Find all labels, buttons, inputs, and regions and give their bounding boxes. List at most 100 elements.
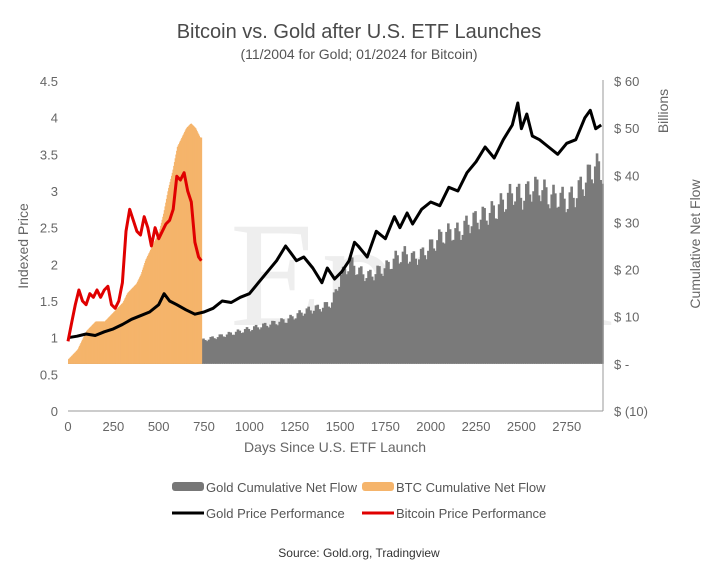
gold-flow-bar [291, 316, 294, 364]
y-right-tick-label: $ 10 [614, 310, 639, 325]
gold-flow-bar [236, 329, 240, 364]
btc-flow-bar [177, 145, 179, 364]
gold-flow-bar [258, 329, 262, 364]
btc-flow-bar [174, 158, 177, 364]
gold-flow-bar [474, 211, 477, 364]
btc-flow-bar [178, 143, 180, 364]
btc-flow-bar [199, 137, 201, 364]
gold-flow-bar [530, 201, 534, 364]
btc-flow-bar [104, 321, 106, 364]
btc-flow-bar [78, 345, 81, 364]
btc-flow-bar [157, 233, 160, 364]
btc-flow-bar [78, 347, 80, 364]
x-axis-ticks: 0 250 500 750 1000 1250 1500 1750 2000 2250 2500 27… [64, 419, 581, 434]
btc-flow-bar [198, 135, 200, 364]
btc-flow-bar [69, 357, 71, 364]
gold-flow-bar [575, 198, 579, 364]
gold-flow-bar [554, 193, 557, 364]
gold-flow-bar [515, 186, 519, 364]
gold-flow-bar [599, 179, 602, 364]
btc-flow-bar [118, 306, 121, 364]
gold-flow-bar [405, 254, 408, 364]
btc-flow-bar [200, 137, 203, 364]
btc-flow-bar [160, 222, 163, 364]
btc-flow-bar [126, 295, 128, 364]
btc-flow-bar [86, 330, 89, 364]
gold-flow-bar [332, 292, 336, 364]
btc-flow-bar [80, 342, 82, 364]
btc-flow-bar [139, 277, 141, 364]
gold-flow-bar [579, 176, 583, 364]
btc-flow-bar [134, 285, 136, 364]
btc-flow-bar [134, 285, 137, 364]
gold-flow-bar [354, 274, 358, 364]
btc-flow-bar [124, 298, 126, 364]
gold-flow-bar [514, 201, 517, 364]
btc-flow-bar [153, 242, 155, 364]
legend-label-btc-flow: BTC Cumulative Net Flow [396, 480, 546, 495]
legend-label-gold-flow: Gold Cumulative Net Flow [206, 480, 358, 495]
btc-flow-bar [190, 123, 192, 364]
btc-flow-bar [171, 175, 173, 364]
gold-flow-bar [396, 255, 399, 364]
gold-flow-bar [501, 199, 505, 364]
x-tick-label: 2250 [462, 419, 491, 434]
y-right-tick-label: $ 20 [614, 263, 639, 278]
gold-flow-bar [303, 313, 307, 364]
gold-flow-bar [213, 338, 216, 364]
btc-flow-bar [116, 308, 119, 364]
gold-flow-bar [555, 207, 559, 364]
gold-flow-bar [437, 229, 441, 364]
gold-flow-bar [318, 309, 321, 364]
gold-flow-bar [285, 322, 289, 364]
btc-flow-bar [89, 327, 91, 364]
btc-flow-bar [187, 126, 190, 364]
btc-flow-bar [172, 169, 174, 364]
gold-flow-bar [528, 194, 532, 364]
gold-flow-bar [282, 319, 285, 364]
gold-flow-bar [452, 239, 456, 364]
btc-flow-bar [136, 283, 138, 364]
gold-flow-bar [488, 212, 492, 364]
gold-flow-bar [448, 229, 452, 364]
gold-flow-bar [229, 332, 233, 364]
btc-flow-bar [76, 350, 79, 364]
btc-flow-bar [165, 202, 167, 364]
gold-flow-bar [292, 319, 296, 364]
gold-flow-bar [472, 212, 476, 364]
btc-flow-bar [85, 332, 87, 364]
gold-flow-bar [572, 197, 575, 364]
gold-flow-bar [211, 336, 214, 364]
btc-flow-bar [183, 133, 185, 364]
btc-flow-bar [77, 348, 79, 364]
gold-flow-bar [512, 204, 515, 364]
x-tick-label: 1750 [371, 419, 400, 434]
btc-flow-bar [81, 341, 83, 364]
btc-flow-bar [92, 324, 95, 364]
btc-flow-bar [107, 318, 109, 364]
btc-flow-bar [70, 356, 73, 364]
gold-flow-bar [349, 259, 352, 364]
gold-flow-bar [341, 266, 345, 364]
btc-flow-bar [110, 314, 113, 364]
gold-flow-bar [590, 179, 593, 364]
y-right-ticks: $ (10) $ - $ 10 $ 20 $ 30 $ 40 $ 50 $ 60 [614, 74, 648, 419]
x-axis-title: Days Since U.S. ETF Launch [244, 439, 426, 455]
gold-flow-bar [535, 179, 539, 364]
btc-flow-bar [120, 304, 123, 364]
gold-flow-bar [584, 182, 588, 364]
gold-flow-bar [216, 337, 220, 364]
btc-flow-bar [128, 291, 131, 364]
gold-flow-bar [378, 266, 381, 364]
btc-flow-bar [149, 251, 151, 364]
gold-flow-bar [352, 265, 356, 364]
x-tick-label: 1250 [280, 419, 309, 434]
gold-flow-bar [305, 308, 309, 364]
gold-flow-bar [262, 323, 265, 364]
gold-flow-bar [428, 239, 432, 364]
gold-flow-bar [223, 337, 227, 364]
gold-flow-bar [430, 239, 434, 364]
y-right-tick-label: $ 40 [614, 168, 639, 183]
gold-flow-bar [269, 324, 272, 364]
y-right-tick-label: $ 30 [614, 215, 639, 230]
